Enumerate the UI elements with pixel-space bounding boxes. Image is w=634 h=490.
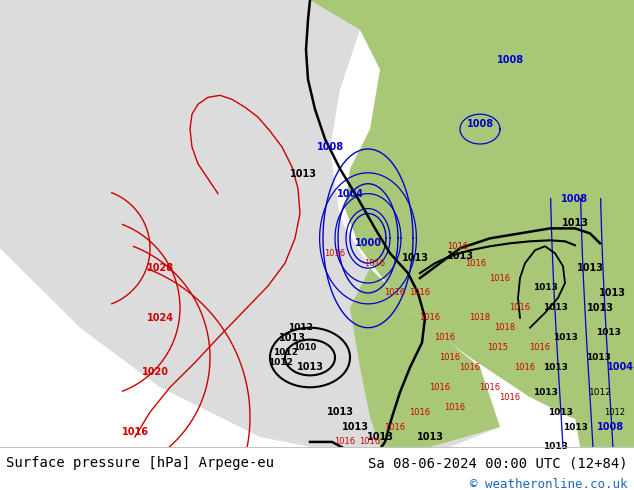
Text: 1016: 1016 [489,273,510,283]
Text: 1013: 1013 [576,263,604,273]
Text: Sa 08-06-2024 00:00 UTC (12+84): Sa 08-06-2024 00:00 UTC (12+84) [368,456,628,470]
Text: 1016: 1016 [434,333,456,342]
Text: 1016: 1016 [420,313,441,322]
Text: 1008: 1008 [597,422,624,432]
Text: 1013: 1013 [553,333,578,342]
Text: 1013: 1013 [562,422,588,432]
Text: 1004: 1004 [337,189,363,198]
Text: 1016: 1016 [429,383,451,392]
Text: 1016: 1016 [365,259,385,268]
Text: 1008: 1008 [562,194,588,204]
Text: 1016: 1016 [439,353,460,362]
Text: 1013: 1013 [342,422,368,432]
Text: 1016: 1016 [444,403,465,412]
Text: 1016: 1016 [384,422,406,432]
Polygon shape [0,0,500,447]
Text: 1024: 1024 [146,313,174,323]
Text: 1013: 1013 [543,363,567,372]
Polygon shape [570,248,634,447]
Text: 1018: 1018 [495,323,515,332]
Text: 1012: 1012 [273,348,297,357]
Text: 1013: 1013 [401,253,429,263]
Text: 1013: 1013 [290,169,316,179]
Text: 1008: 1008 [316,142,344,152]
Text: 1016: 1016 [514,363,536,372]
Text: 1013: 1013 [327,407,354,417]
Text: 1016: 1016 [122,427,148,437]
Text: 1013: 1013 [548,408,573,416]
Text: 1016: 1016 [460,363,481,372]
Text: 1012: 1012 [288,323,313,332]
Text: 1013: 1013 [417,432,444,442]
Polygon shape [310,0,634,437]
Text: 1016: 1016 [500,392,521,402]
Text: 1016: 1016 [448,242,469,251]
Text: 1013: 1013 [278,333,306,343]
Text: 1013: 1013 [598,288,626,298]
Text: 1016: 1016 [510,303,531,312]
Text: 1013: 1013 [543,442,567,451]
Text: 1016: 1016 [410,408,430,416]
Text: Surface pressure [hPa] Arpege-eu: Surface pressure [hPa] Arpege-eu [6,456,275,470]
Text: 1012: 1012 [268,358,292,367]
Text: 1016: 1016 [479,383,501,392]
Text: 1000: 1000 [354,238,382,248]
Text: 1013: 1013 [586,303,614,313]
Text: 1015: 1015 [488,343,508,352]
Text: 1016: 1016 [325,249,346,258]
Text: 1010: 1010 [294,343,316,352]
Text: 1012: 1012 [604,408,626,416]
Text: 1016: 1016 [465,259,486,268]
Text: 1008: 1008 [496,54,524,65]
Text: 1028: 1028 [146,263,174,273]
Text: 1016: 1016 [359,438,380,446]
Text: 1013: 1013 [533,284,557,293]
Text: 1016: 1016 [384,289,406,297]
Text: 1013: 1013 [586,353,611,362]
Text: 1008: 1008 [467,119,493,129]
Text: 1013: 1013 [297,363,323,372]
Text: © weatheronline.co.uk: © weatheronline.co.uk [470,478,628,490]
Text: 1016: 1016 [335,438,356,446]
Text: 1018: 1018 [469,313,491,322]
Text: 1013: 1013 [543,303,567,312]
Text: 1016: 1016 [529,343,550,352]
Text: 1013: 1013 [533,388,557,397]
Text: 1016: 1016 [410,289,430,297]
Text: 1004: 1004 [607,363,633,372]
Text: 1013: 1013 [366,432,394,442]
Text: 1013: 1013 [562,219,588,228]
Text: 1013: 1013 [595,328,621,337]
Text: 1013: 1013 [446,251,474,261]
Text: 1020: 1020 [141,368,169,377]
Text: 1012: 1012 [588,388,611,397]
Polygon shape [350,268,500,447]
